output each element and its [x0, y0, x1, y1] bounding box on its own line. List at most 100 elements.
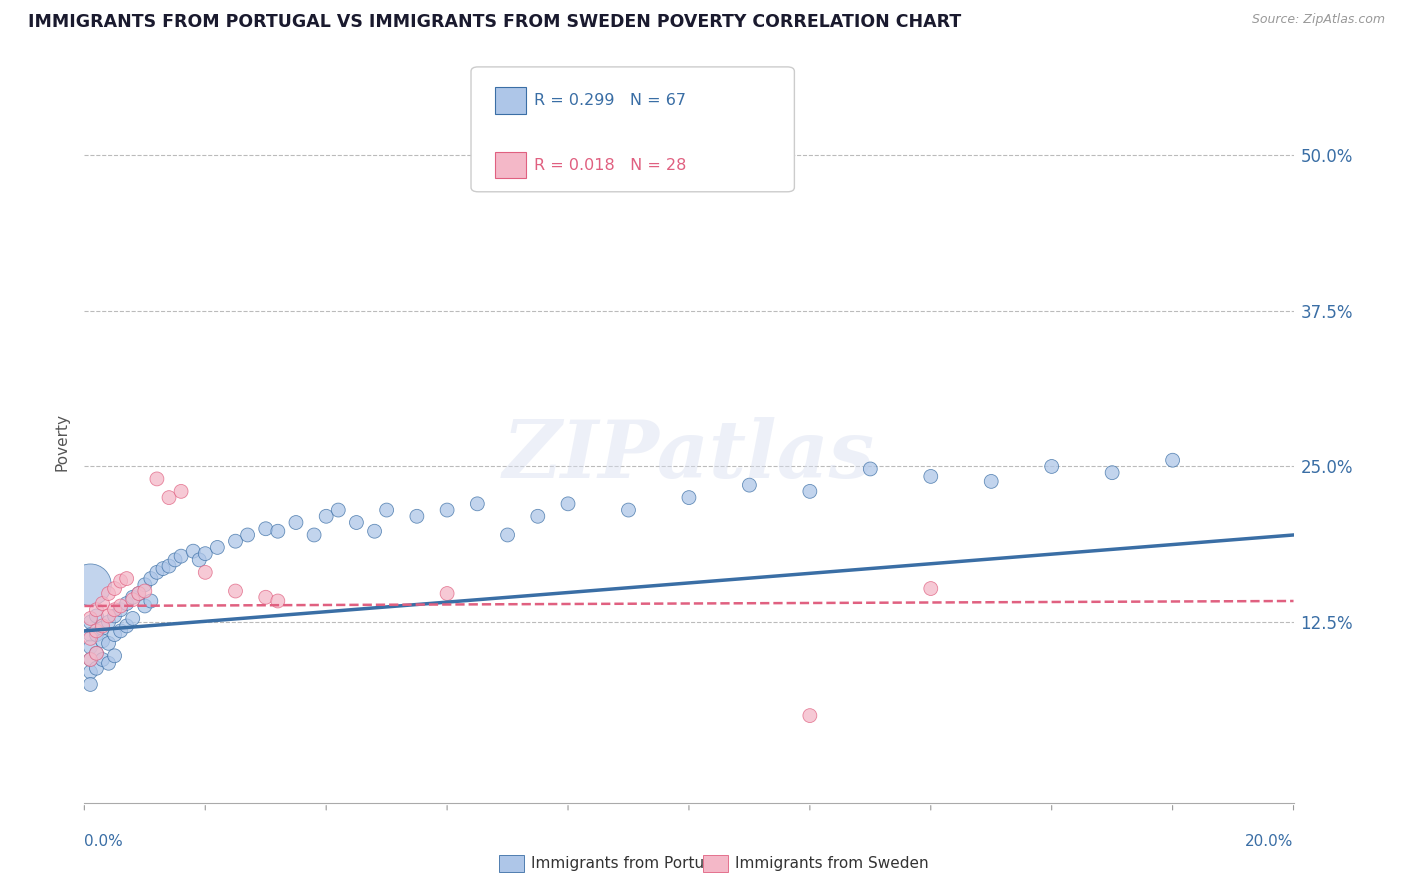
Text: Poverty: Poverty [55, 412, 70, 471]
Point [188, 553, 211, 567]
Point [738, 478, 761, 492]
Point [86, 646, 108, 660]
Point [104, 582, 127, 596]
Point [799, 484, 821, 499]
Point [146, 472, 169, 486]
Point [79, 627, 101, 641]
Point [79, 611, 101, 625]
Point [134, 584, 156, 599]
Point [146, 566, 169, 580]
Text: IMMIGRANTS FROM PORTUGAL VS IMMIGRANTS FROM SWEDEN POVERTY CORRELATION CHART: IMMIGRANTS FROM PORTUGAL VS IMMIGRANTS F… [28, 13, 962, 31]
Point [617, 503, 640, 517]
Point [236, 528, 259, 542]
Point [920, 582, 942, 596]
Point [139, 572, 162, 586]
Point [254, 522, 277, 536]
Point [170, 484, 193, 499]
Point [194, 547, 217, 561]
Text: R = 0.299   N = 67: R = 0.299 N = 67 [534, 94, 686, 108]
Point [115, 572, 138, 586]
Point [110, 599, 132, 613]
Point [104, 648, 127, 663]
Point [859, 462, 882, 476]
Point [134, 599, 156, 613]
Point [91, 619, 114, 633]
Point [285, 516, 308, 530]
Point [79, 652, 101, 666]
Text: Immigrants from Sweden: Immigrants from Sweden [735, 856, 929, 871]
Point [97, 615, 120, 630]
Point [91, 597, 114, 611]
Point [91, 652, 114, 666]
Point [97, 657, 120, 671]
Point [97, 609, 120, 624]
Point [267, 594, 290, 608]
Point [121, 592, 143, 607]
Point [104, 627, 127, 641]
Point [920, 469, 942, 483]
Point [496, 528, 519, 542]
Point [115, 619, 138, 633]
Point [110, 574, 132, 588]
Point [79, 632, 101, 646]
Point [79, 615, 101, 630]
Text: 0.0%: 0.0% [84, 834, 124, 849]
Point [139, 594, 162, 608]
Point [678, 491, 700, 505]
Point [79, 640, 101, 654]
Point [91, 633, 114, 648]
Point [121, 591, 143, 605]
Point [128, 586, 150, 600]
Point [157, 559, 180, 574]
Point [436, 503, 458, 517]
Point [302, 528, 325, 542]
Point [363, 524, 385, 539]
Point [254, 591, 277, 605]
Point [436, 586, 458, 600]
Point [79, 652, 101, 666]
Point [152, 561, 174, 575]
Text: R = 0.018   N = 28: R = 0.018 N = 28 [534, 158, 686, 172]
Point [134, 578, 156, 592]
Point [86, 627, 108, 641]
Point [128, 586, 150, 600]
Point [1040, 459, 1063, 474]
Point [97, 636, 120, 650]
Point [110, 603, 132, 617]
Text: 20.0%: 20.0% [1246, 834, 1294, 849]
Point [86, 646, 108, 660]
Point [79, 665, 101, 679]
Point [1101, 466, 1123, 480]
Point [104, 603, 127, 617]
Point [207, 541, 229, 555]
Text: ZIPatlas: ZIPatlas [503, 417, 875, 495]
Point [225, 534, 247, 549]
Point [97, 586, 120, 600]
Text: Source: ZipAtlas.com: Source: ZipAtlas.com [1251, 13, 1385, 27]
Point [86, 624, 108, 638]
Point [980, 475, 1002, 489]
Point [194, 566, 217, 580]
Point [557, 497, 579, 511]
Point [79, 578, 101, 592]
Point [328, 503, 350, 517]
Point [527, 509, 550, 524]
Point [157, 491, 180, 505]
Point [1161, 453, 1184, 467]
Point [86, 609, 108, 624]
Point [181, 544, 204, 558]
Point [104, 609, 127, 624]
Point [115, 597, 138, 611]
Point [799, 708, 821, 723]
Point [110, 624, 132, 638]
Point [315, 509, 337, 524]
Point [86, 603, 108, 617]
Point [467, 497, 489, 511]
Text: Immigrants from Portugal: Immigrants from Portugal [531, 856, 728, 871]
Point [121, 611, 143, 625]
Point [346, 516, 368, 530]
Point [86, 661, 108, 675]
Point [170, 549, 193, 563]
Point [165, 553, 187, 567]
Point [267, 524, 290, 539]
